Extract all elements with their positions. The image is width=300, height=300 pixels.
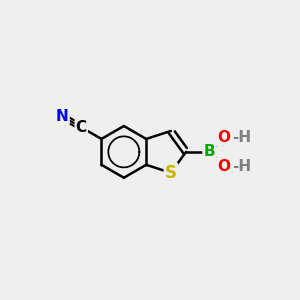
Text: S: S (165, 164, 177, 182)
Text: -H: -H (232, 130, 251, 145)
Text: N: N (56, 109, 69, 124)
Text: C: C (76, 120, 87, 135)
Text: B: B (203, 144, 215, 159)
Text: O: O (217, 159, 230, 174)
Text: O: O (217, 130, 230, 145)
Text: -H: -H (232, 159, 251, 174)
